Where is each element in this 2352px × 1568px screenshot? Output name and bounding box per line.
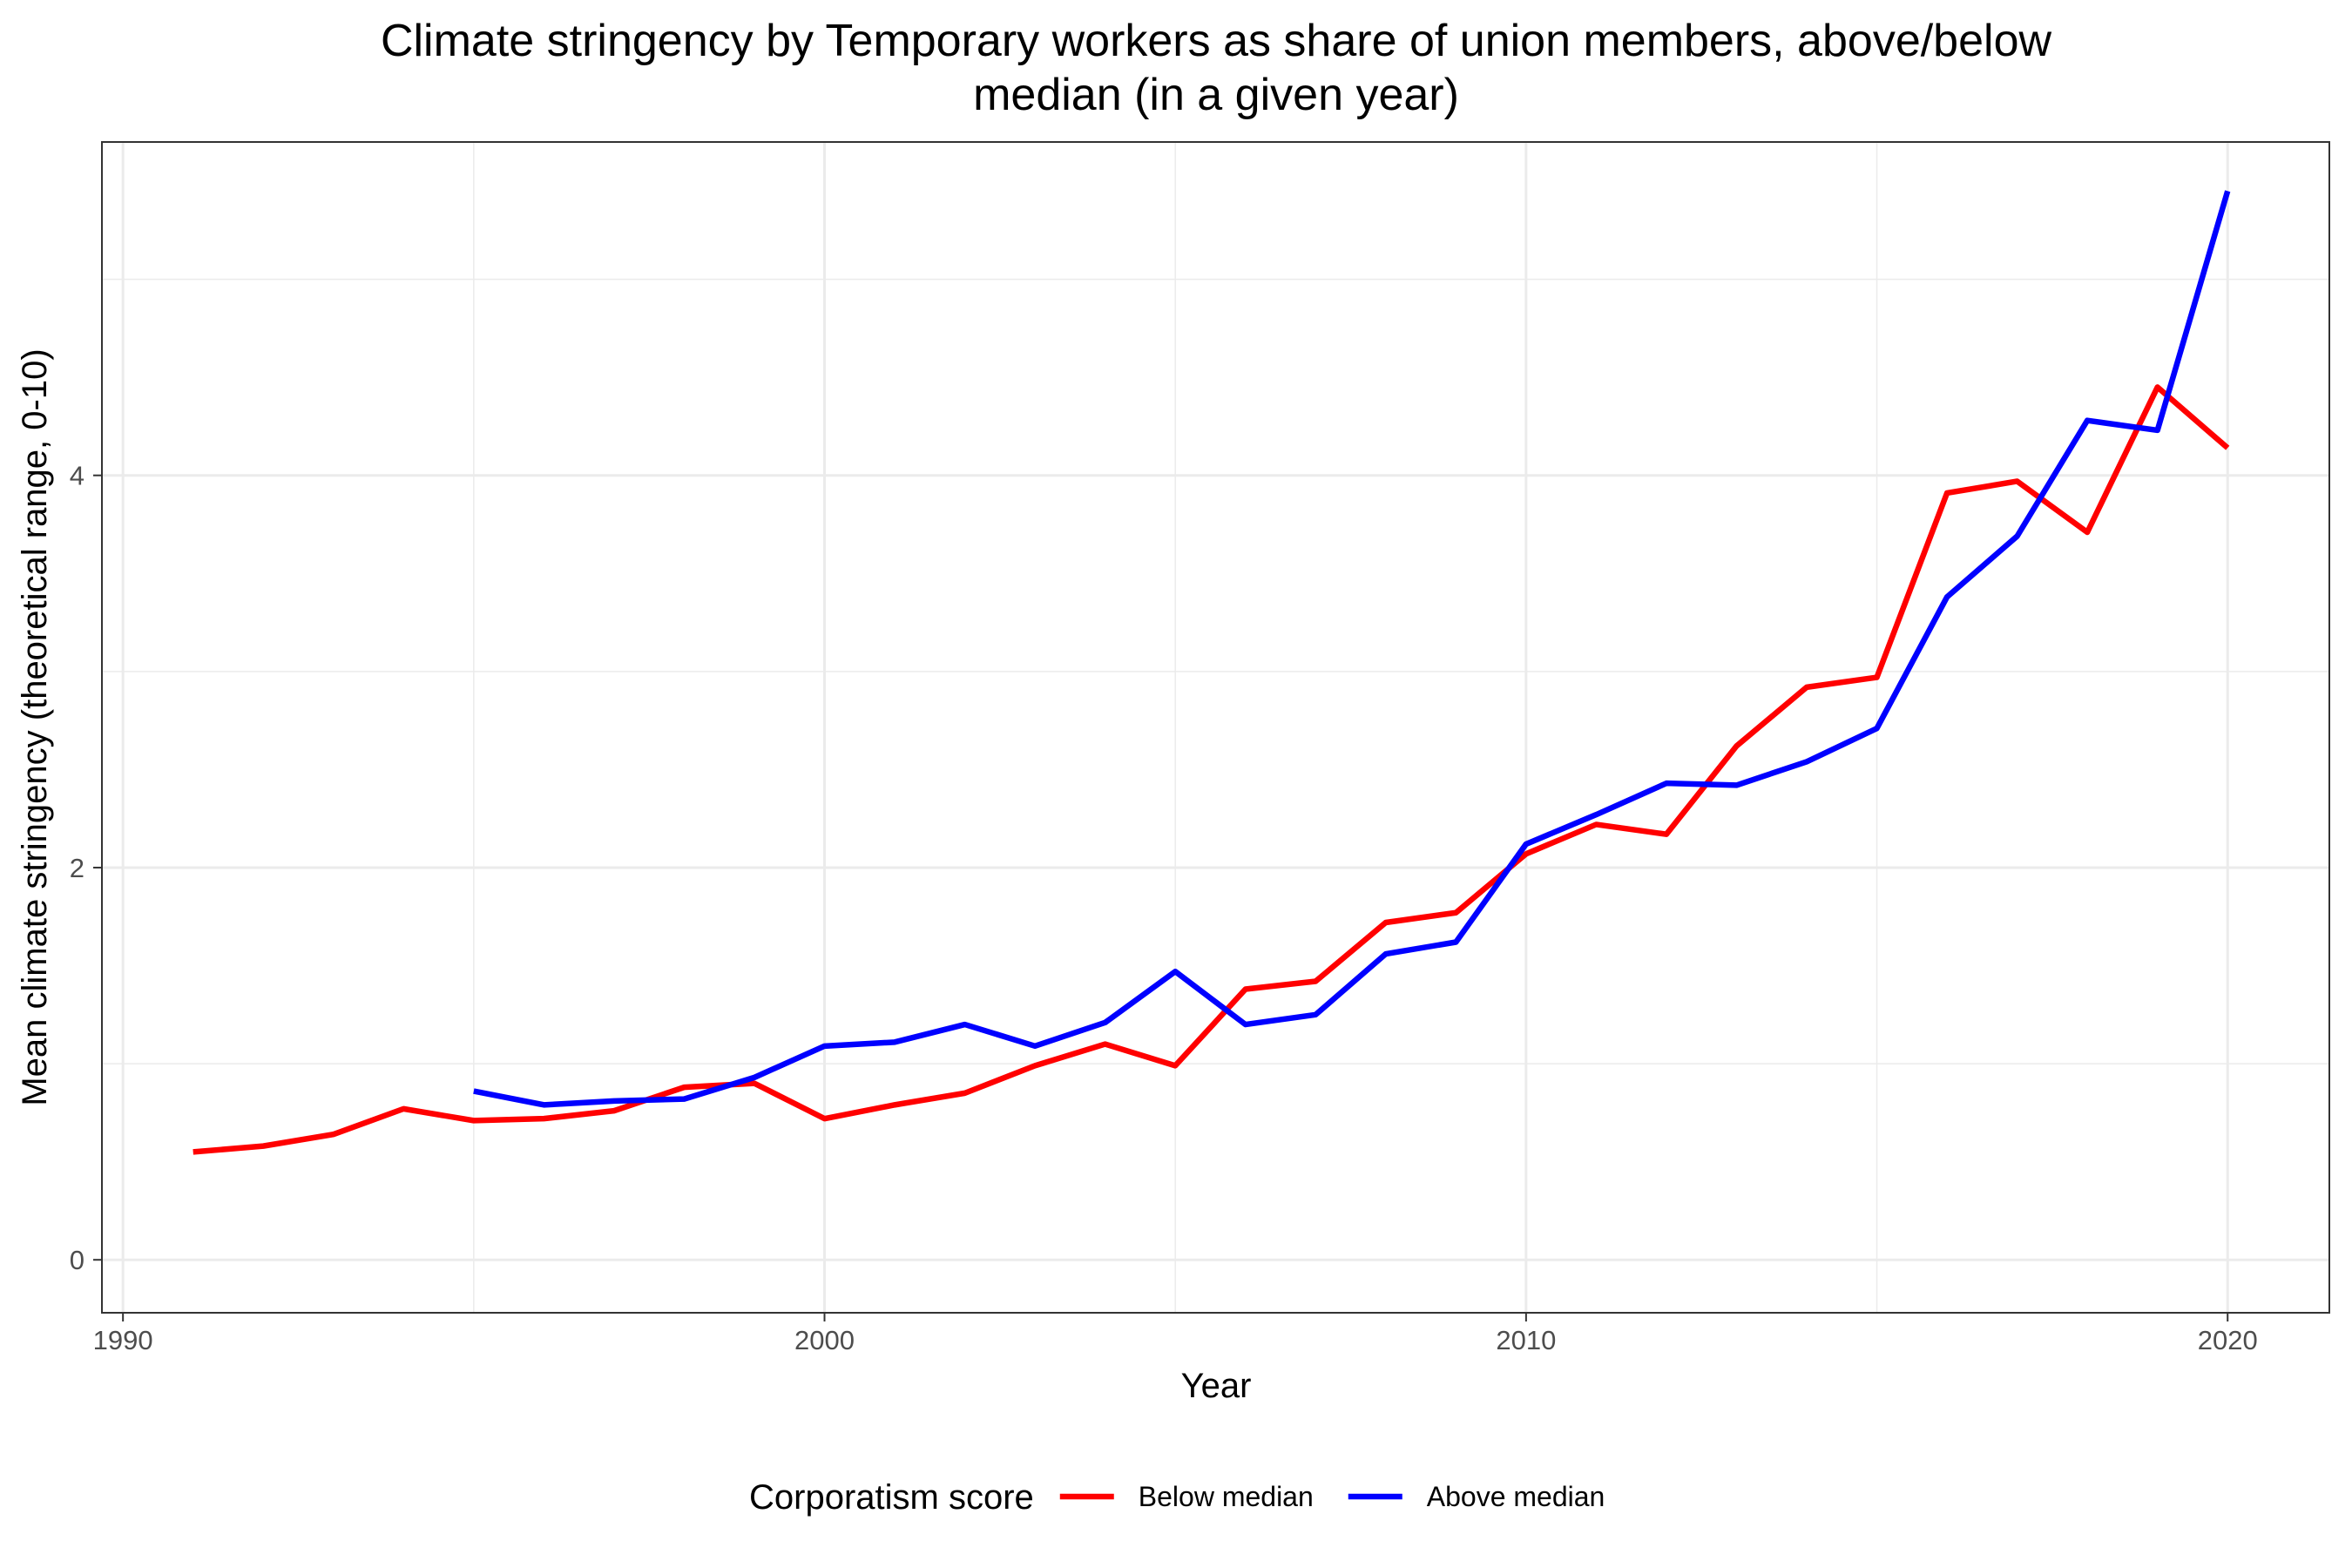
major-gridlines [102, 142, 2329, 1313]
y-tick-label: 2 [70, 853, 84, 883]
legend: Corporatism score Below median Above medi… [749, 1478, 1605, 1517]
plot-area [101, 141, 2330, 1314]
x-tick-label: 2000 [794, 1325, 855, 1355]
series-line-below-median [193, 384, 2230, 1155]
x-axis-title: Year [1181, 1367, 1252, 1405]
y-tick-label: 0 [70, 1245, 84, 1275]
series-line-above-median [473, 190, 2231, 1108]
y-axis: 0 2 4 [70, 461, 102, 1275]
y-axis-title: Mean climate stringency (theoretical ran… [16, 348, 54, 1105]
x-axis: 1990 2000 2010 2020 [93, 1313, 2258, 1355]
x-tick-label: 2020 [2198, 1325, 2258, 1355]
chart-title-line-2: median (in a given year) [973, 70, 1459, 120]
legend-label-below-median: Below median [1139, 1481, 1314, 1512]
y-tick-label: 4 [70, 461, 84, 491]
legend-title: Corporatism score [749, 1478, 1034, 1517]
chart-title-line-1: Climate stringency by Temporary workers … [381, 16, 2052, 66]
legend-label-above-median: Above median [1427, 1481, 1605, 1512]
legend-items: Below median Above median [1059, 1481, 1605, 1512]
chart-title: Climate stringency by Temporary workers … [381, 16, 2052, 120]
x-tick-label: 2010 [1496, 1325, 1556, 1355]
x-tick-label: 1990 [93, 1325, 153, 1355]
plot-background [102, 142, 2329, 1313]
series-lines [193, 190, 2231, 1155]
plot-border [101, 141, 2330, 1314]
